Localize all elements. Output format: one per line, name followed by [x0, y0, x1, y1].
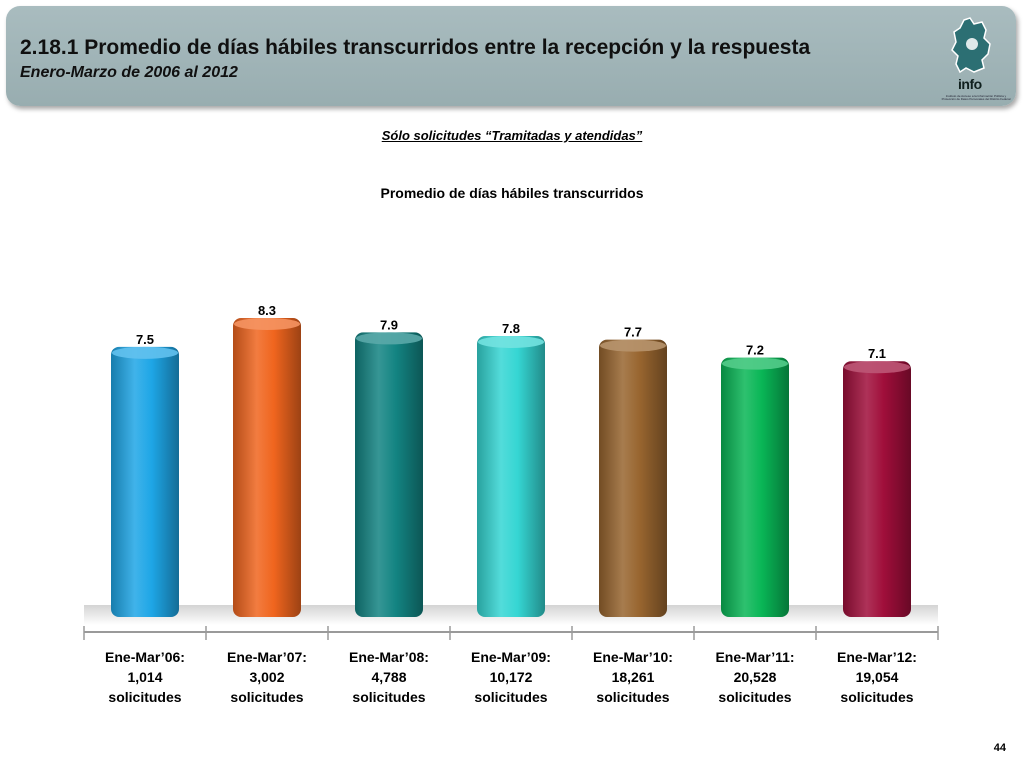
- bar: [111, 346, 179, 617]
- page-title: 2.18.1 Promedio de días hábiles transcur…: [20, 36, 811, 59]
- bar-value-label: 7.8: [502, 321, 520, 336]
- bar-value-label: 8.3: [258, 303, 276, 318]
- bar-top-cap: [356, 332, 422, 345]
- logo-small-text: Instituto de Acceso a la Información Púb…: [941, 94, 1011, 101]
- filter-note: Sólo solicitudes “Tramitadas y atendidas…: [381, 128, 643, 143]
- category-label: Ene-Mar’11:: [715, 649, 794, 665]
- category-label: Ene-Mar’10:: [593, 649, 673, 665]
- bar: [355, 332, 423, 617]
- category-label: 10,172: [490, 669, 533, 685]
- category-label: Ene-Mar’07:: [227, 649, 307, 665]
- map-icon: [951, 17, 991, 74]
- category-label: 1,014: [127, 669, 162, 685]
- category-label: solicitudes: [474, 689, 547, 705]
- bar-top-cap: [722, 357, 788, 370]
- category-label: solicitudes: [840, 689, 913, 705]
- chart-title: Promedio de días hábiles transcurridos: [380, 185, 644, 201]
- category-label: solicitudes: [108, 689, 181, 705]
- bar: [233, 318, 301, 617]
- category-label: 19,054: [856, 669, 899, 685]
- bar-value-label: 7.1: [868, 346, 886, 361]
- category-label: solicitudes: [596, 689, 669, 705]
- category-label: 3,002: [249, 669, 284, 685]
- bar: [843, 361, 911, 617]
- category-label: solicitudes: [718, 689, 791, 705]
- category-label: 20,528: [734, 669, 777, 685]
- bar-top-cap: [478, 336, 544, 349]
- bar-value-label: 7.2: [746, 343, 764, 358]
- bar: [721, 357, 789, 617]
- bar-top-cap: [600, 339, 666, 352]
- category-label: Ene-Mar’12:: [837, 649, 917, 665]
- category-label: 18,261: [612, 669, 655, 685]
- page-subtitle: Enero-Marzo de 2006 al 2012: [20, 64, 238, 81]
- bar: [599, 339, 667, 617]
- category-label: Ene-Mar’09:: [471, 649, 551, 665]
- category-label: Ene-Mar’06:: [105, 649, 185, 665]
- bar-top-cap: [112, 346, 178, 359]
- bar: [477, 336, 545, 617]
- category-label: Ene-Mar’08:: [349, 649, 429, 665]
- category-label: 4,788: [371, 669, 406, 685]
- bar-value-label: 7.5: [136, 332, 154, 347]
- category-label: solicitudes: [230, 689, 303, 705]
- info-logo: info Instituto de Acceso a la Informació…: [934, 14, 1014, 104]
- bar-value-label: 7.9: [380, 317, 398, 332]
- page-number: 44: [993, 742, 1006, 754]
- category-label: solicitudes: [352, 689, 425, 705]
- bar-value-label: 7.7: [624, 325, 642, 340]
- bar-top-cap: [234, 318, 300, 330]
- header-banner: 2.18.1 Promedio de días hábiles transcur…: [6, 6, 1016, 106]
- logo-text: info: [958, 76, 982, 92]
- bar-top-cap: [844, 361, 910, 374]
